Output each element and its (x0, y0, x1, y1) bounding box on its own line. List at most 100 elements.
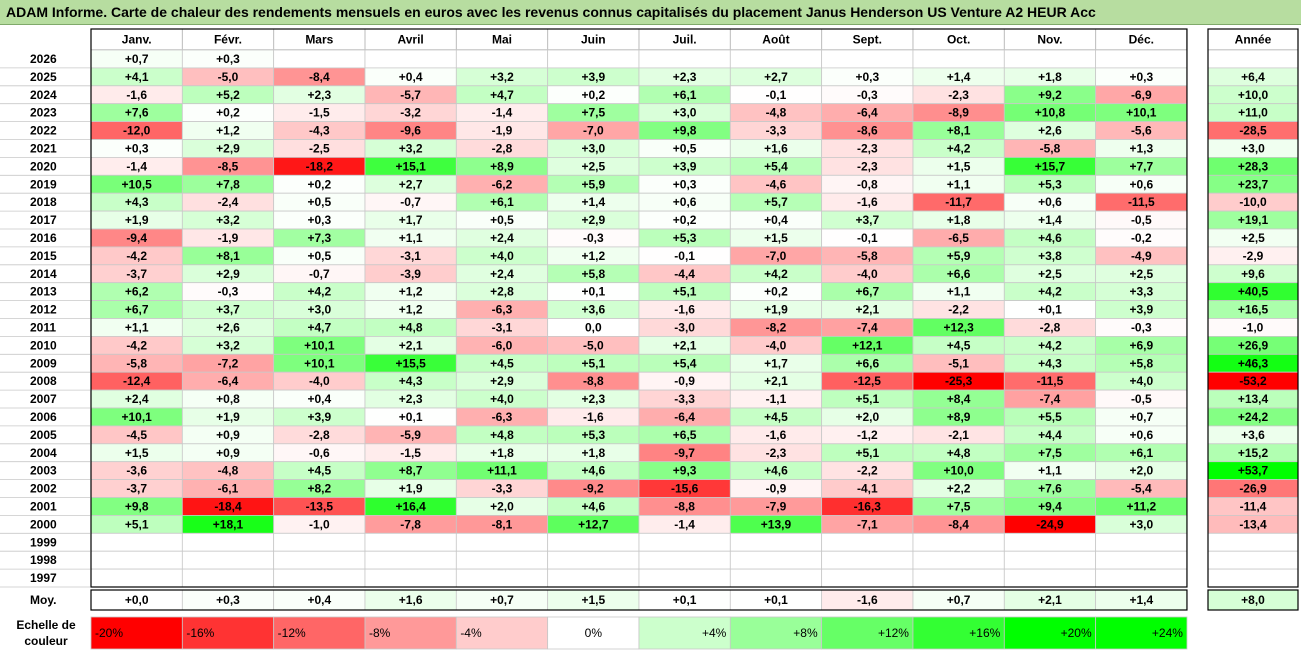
cell-value: +9,8 (125, 499, 149, 513)
cell-value: -4,4 (674, 267, 695, 281)
year-total-value: +19,1 (1238, 213, 1269, 227)
cell-value: -3,0 (674, 320, 695, 334)
scale-swatch-label: +20% (1061, 626, 1092, 640)
cell-value: +8,1 (216, 249, 240, 263)
year-total-header: Année (1235, 33, 1272, 47)
cell-value: -11,7 (945, 195, 972, 209)
cell-value: +6,1 (1129, 446, 1153, 460)
scale-label: Echelle de (16, 618, 76, 632)
cell-value: -4,0 (766, 338, 787, 352)
year-label: 2020 (30, 159, 57, 173)
cell-value: +4,7 (490, 88, 514, 102)
cell-value: -5,0 (583, 338, 604, 352)
cell-value: +12,1 (852, 338, 883, 352)
cell-value: +0,8 (216, 392, 240, 406)
scale-swatch (729, 616, 823, 650)
scale-swatch-label: -4% (460, 626, 482, 640)
cell-value: +15,7 (1035, 159, 1066, 173)
year-total-value: -10,0 (1239, 195, 1267, 209)
cell-value: +1,8 (1038, 70, 1062, 84)
cell-value: -3,9 (400, 267, 421, 281)
cell-value: -6,4 (218, 374, 239, 388)
scale-swatch (90, 616, 183, 650)
cell-value: +2,6 (1038, 124, 1062, 138)
year-label: 2008 (30, 374, 57, 388)
cell-value: +2,9 (216, 267, 240, 281)
cell-value: +16,4 (395, 499, 426, 513)
cell-value: -2,2 (857, 464, 878, 478)
cell-value: +0,3 (216, 52, 240, 66)
heat-cell (273, 49, 366, 69)
heat-cell (638, 568, 731, 588)
cell-value: -3,3 (674, 392, 695, 406)
cell-value: +5,3 (673, 231, 697, 245)
average-year-value: +8,0 (1241, 593, 1265, 607)
cell-value: +2,1 (673, 338, 697, 352)
cell-value: +4,2 (307, 285, 331, 299)
cell-value: +4,6 (764, 464, 788, 478)
cell-value: -15,6 (671, 482, 699, 496)
cell-value: -1,6 (766, 428, 787, 442)
cell-value: +1,7 (399, 213, 423, 227)
month-header-6: Juin (581, 33, 606, 47)
cell-value: +5,1 (581, 356, 605, 370)
cell-value: -2,4 (218, 195, 239, 209)
cell-value: +1,9 (764, 303, 788, 317)
cell-value: -1,5 (400, 446, 421, 460)
cell-value: -2,3 (857, 141, 878, 155)
cell-value: +3,7 (855, 213, 879, 227)
scale-swatch-label: -16% (186, 626, 214, 640)
cell-value: +0,3 (125, 141, 149, 155)
heat-cell (273, 550, 366, 570)
heat-cell (912, 49, 1005, 69)
heat-cell (1003, 568, 1097, 588)
cell-value: +0,5 (307, 249, 331, 263)
cell-value: -5,6 (1131, 124, 1152, 138)
average-value: +1,4 (1129, 593, 1153, 607)
cell-value: -2,8 (309, 428, 330, 442)
cell-value: -0,3 (1131, 320, 1152, 334)
cell-value: +5,1 (125, 517, 149, 531)
heat-cell (912, 550, 1005, 570)
cell-value: +0,6 (1038, 195, 1062, 209)
cell-value: +6,2 (125, 285, 149, 299)
cell-value: +7,5 (947, 499, 971, 513)
cell-value: +6,7 (855, 285, 879, 299)
cell-value: -4,1 (857, 482, 878, 496)
cell-value: +0,3 (307, 213, 331, 227)
cell-value: +10,1 (304, 338, 335, 352)
cell-value: +4,2 (764, 267, 788, 281)
heat-cell (364, 568, 457, 588)
cell-value: +7,5 (1038, 446, 1062, 460)
heat-cell (547, 568, 640, 588)
cell-value: +1,6 (764, 141, 788, 155)
cell-value: -5,7 (400, 88, 421, 102)
year-label: 2015 (30, 249, 57, 263)
cell-value: +2,5 (1038, 267, 1062, 281)
cell-value: +8,4 (947, 392, 971, 406)
heat-cell (364, 532, 457, 552)
chart-title: ADAM Informe. Carte de chaleur des rende… (6, 4, 1096, 20)
cell-value: +1,1 (947, 285, 971, 299)
year-total-value: +6,4 (1241, 70, 1265, 84)
year-total-value: -1,0 (1243, 320, 1264, 334)
cell-value: +13,9 (761, 517, 792, 531)
heat-cell (912, 532, 1005, 552)
average-value: +0,3 (216, 593, 240, 607)
year-total-value: +13,4 (1238, 392, 1269, 406)
cell-value: -3,7 (126, 267, 147, 281)
average-year-cell (1207, 589, 1299, 611)
cell-value: -7,0 (766, 249, 787, 263)
cell-value: -7,8 (400, 517, 421, 531)
cell-value: +10,5 (121, 177, 152, 191)
cell-value: +2,4 (490, 267, 514, 281)
cell-value: +8,1 (947, 124, 971, 138)
cell-value: -7,4 (1040, 392, 1061, 406)
heat-cell (821, 49, 914, 69)
heat-cell (547, 532, 640, 552)
heat-cell (1095, 49, 1188, 69)
cell-value: +10,8 (1035, 106, 1066, 120)
heat-cell (455, 568, 549, 588)
cell-value: +0,1 (581, 285, 605, 299)
